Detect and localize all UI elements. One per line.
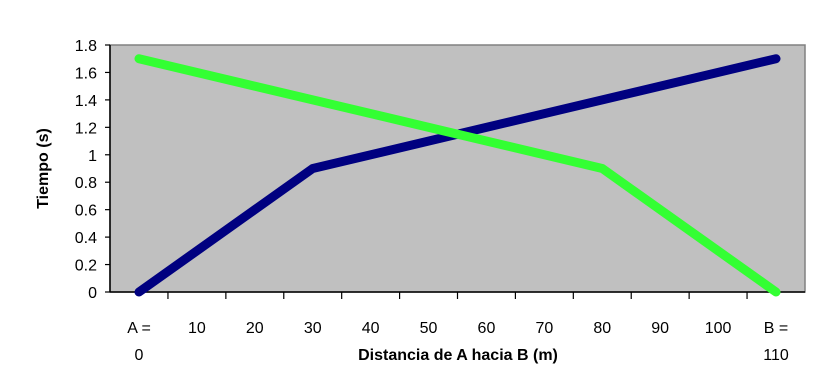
y-tick-label: 0.4 (75, 230, 97, 247)
y-axis: 0 0.2 0.4 0.6 0.8 1 1.2 1.4 1.6 1.8 (75, 38, 111, 302)
y-tick-label: 0.8 (75, 175, 97, 192)
x-tick-label: 50 (420, 320, 438, 337)
x-tick-label: B = (764, 320, 788, 337)
y-tick-label: 1 (88, 148, 97, 165)
x-tick-label: 40 (362, 320, 380, 337)
x-tick-label: 10 (188, 320, 206, 337)
x-axis: A = 0 10 20 30 40 50 60 70 80 90 100 B = 110 (110, 291, 805, 364)
y-tick-label: 0 (88, 285, 97, 302)
x-tick-label: 80 (593, 320, 611, 337)
series-layer (134, 54, 781, 297)
y-tick-label: 0.2 (75, 258, 97, 275)
x-tick-label: A = (127, 320, 151, 337)
y-tick-label: 1.4 (75, 93, 97, 110)
y-axis-title: Tiempo (s) (35, 128, 52, 209)
x-tick-label: 20 (246, 320, 264, 337)
x-tick-label: 30 (304, 320, 322, 337)
x-tick-label: 60 (478, 320, 496, 337)
y-tick-label: 1.6 (75, 65, 97, 82)
plot-area (109, 44, 806, 293)
x-tick-label: 100 (705, 320, 732, 337)
x-tick-label: 90 (651, 320, 669, 337)
x-tick-label: 70 (535, 320, 553, 337)
y-tick-label: 1.8 (75, 38, 97, 55)
x-axis-title: Distancia de A hacia B (m) (358, 347, 558, 364)
y-tick-label: 0.6 (75, 203, 97, 220)
y-tick-label: 1.2 (75, 120, 97, 137)
x-tick-sublabel: 110 (763, 347, 789, 364)
x-tick-sublabel: 0 (135, 347, 144, 364)
